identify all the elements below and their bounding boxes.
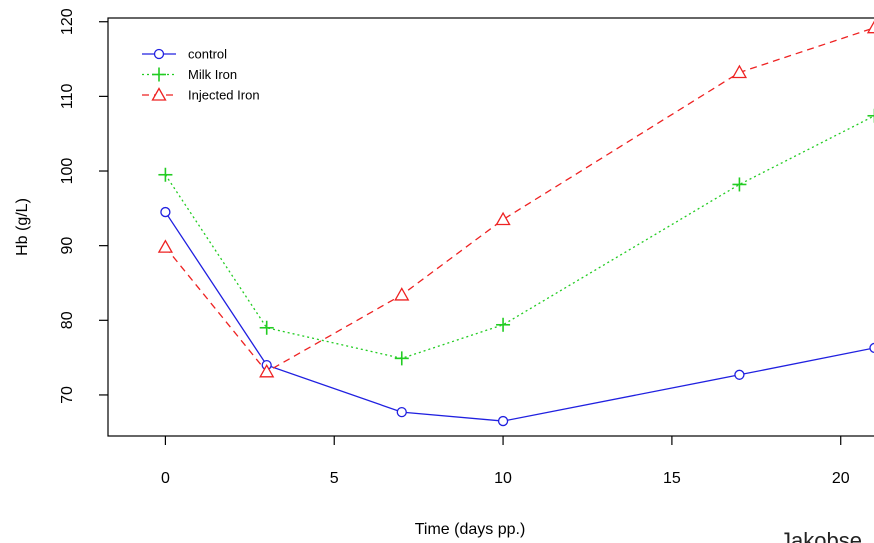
x-tick-label: 20 (832, 470, 850, 487)
x-tick-label: 15 (663, 470, 681, 487)
x-axis: 0 5 10 15 20 (161, 436, 850, 487)
x-axis-label: Time (days pp.) (415, 521, 526, 538)
y-tick-label: 70 (59, 386, 76, 404)
legend-marker-injected-iron (151, 87, 167, 101)
legend-marker-control (153, 48, 165, 60)
data-point-control (869, 342, 874, 354)
series-line-milk-iron (164, 115, 874, 360)
y-tick-label: 100 (59, 158, 76, 185)
data-point-injected-iron (866, 20, 874, 34)
y-axis: 70 80 90 100 110 120 (59, 8, 108, 404)
series-line-injected-iron (164, 27, 874, 373)
data-point-control (497, 415, 509, 427)
data-point-milk-iron (259, 320, 274, 335)
data-point-injected-iron (394, 287, 410, 301)
data-point-control (160, 206, 171, 218)
legend-marker-milk-iron (152, 67, 166, 82)
x-tick-label: 0 (161, 470, 170, 487)
data-point-control (734, 369, 745, 380)
data-point-milk-iron (158, 167, 173, 182)
data-point-injected-iron (731, 64, 748, 79)
credit-text: Jakobse (780, 528, 862, 543)
data-point-milk-iron (867, 108, 874, 123)
y-tick-label: 120 (59, 8, 76, 35)
legend: control Milk Iron Injected Iron (142, 47, 260, 103)
legend-label-milk-iron: Milk Iron (188, 67, 237, 82)
data-point-injected-iron (157, 239, 174, 253)
data-point-milk-iron (496, 317, 511, 332)
plot-frame (107, 17, 874, 437)
series-layer (157, 20, 874, 427)
y-axis-label: Hb (g/L) (14, 198, 31, 256)
y-tick-label: 90 (59, 237, 76, 255)
data-point-milk-iron (732, 177, 747, 192)
x-tick-label: 5 (330, 470, 339, 487)
data-point-milk-iron (394, 351, 409, 366)
x-tick-label: 10 (494, 470, 512, 487)
series-line-control (164, 211, 874, 422)
y-tick-label: 110 (59, 84, 76, 110)
data-point-injected-iron (495, 211, 511, 226)
legend-label-injected-iron: Injected Iron (188, 88, 260, 103)
data-point-injected-iron (259, 363, 275, 378)
y-tick-label: 80 (59, 311, 76, 329)
legend-label-control: control (188, 47, 227, 62)
data-point-control (396, 406, 407, 418)
